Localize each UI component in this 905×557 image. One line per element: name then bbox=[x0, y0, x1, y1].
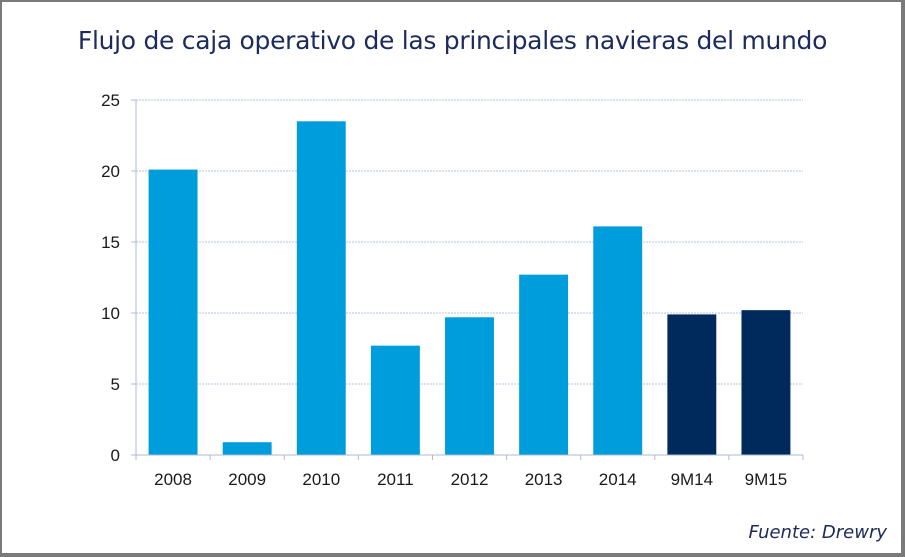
bar-2010 bbox=[296, 121, 346, 456]
source-note: Fuente: Drewry bbox=[748, 522, 887, 543]
x-tick-label: 2008 bbox=[154, 470, 192, 489]
bar-2012 bbox=[445, 317, 494, 455]
x-tick-label: 2011 bbox=[377, 470, 414, 489]
x-tick-label: 9M14 bbox=[671, 470, 714, 489]
y-tick-label: 5 bbox=[111, 375, 120, 394]
x-tick-label: 9M15 bbox=[745, 470, 788, 489]
y-tick-label: 15 bbox=[101, 233, 120, 252]
y-tick-label: 25 bbox=[101, 91, 120, 110]
y-axis: 0 5 10 15 20 25 bbox=[101, 91, 137, 465]
bar-2011 bbox=[370, 345, 420, 455]
bar-2013 bbox=[519, 274, 569, 455]
bar-2014 bbox=[593, 226, 643, 455]
x-tick-label: 2012 bbox=[451, 470, 489, 489]
bars bbox=[148, 121, 791, 456]
y-tick-label: 0 bbox=[111, 446, 120, 465]
x-tick-label: 2013 bbox=[525, 470, 563, 489]
x-axis: 2008 2009 2010 2011 2012 2013 2014 9M14 9M15 bbox=[135, 454, 804, 489]
x-tick-label: 2009 bbox=[228, 470, 266, 489]
bar-2009 bbox=[222, 442, 272, 455]
bar-9m15 bbox=[741, 310, 791, 455]
chart-title: Flujo de caja operativo de las principal… bbox=[77, 26, 828, 55]
y-tick-label: 20 bbox=[101, 162, 120, 181]
x-tick-label: 2010 bbox=[302, 470, 340, 489]
bar-2008 bbox=[148, 169, 198, 455]
bar-9m14 bbox=[667, 314, 717, 455]
y-tick-label: 10 bbox=[101, 304, 120, 323]
x-tick-label: 2014 bbox=[599, 470, 637, 489]
